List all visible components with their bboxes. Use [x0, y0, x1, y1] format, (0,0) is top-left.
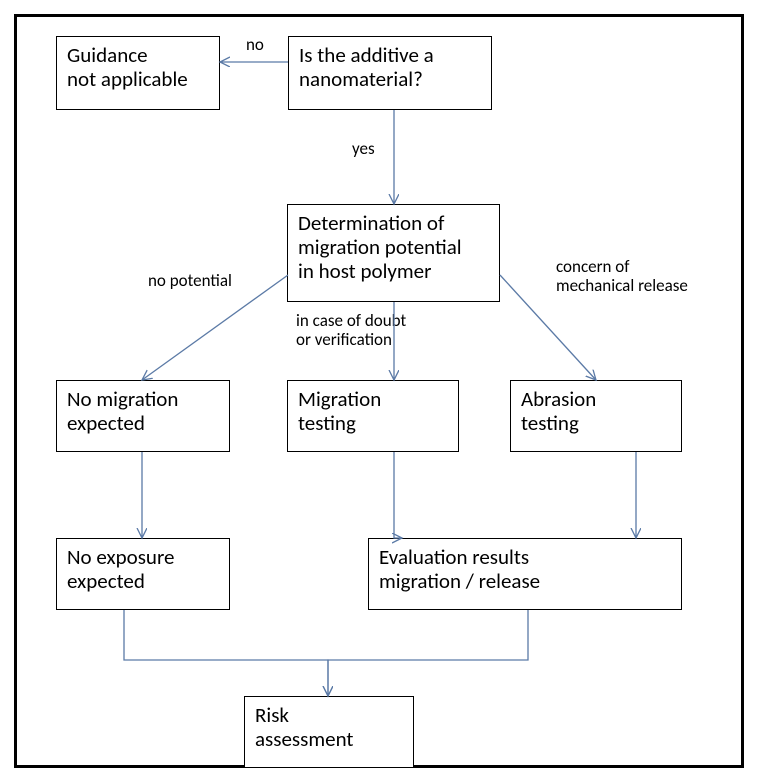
node-no-exposure-expected: No exposureexpected [56, 538, 230, 610]
node-evaluation-results: Evaluation resultsmigration / release [368, 538, 682, 610]
node-label: Guidancenot applicable [67, 43, 188, 91]
node-label: Abrasiontesting [521, 387, 596, 435]
edge-label-in-case-of-doubt: in case of doubtor verification [296, 312, 406, 349]
node-abrasion-testing: Abrasiontesting [510, 380, 682, 452]
edge-label-no: no [246, 36, 264, 55]
node-label: No migrationexpected [67, 387, 178, 435]
edge-label-concern-mechanical-release: concern ofmechanical release [556, 258, 688, 295]
node-no-migration-expected: No migrationexpected [56, 380, 230, 452]
node-guidance-not-applicable: Guidancenot applicable [56, 36, 220, 110]
node-label: Migrationtesting [298, 387, 381, 435]
node-risk-assessment: Riskassessment [244, 696, 414, 768]
node-determination-migration-potential: Determination ofmigration potentialin ho… [287, 204, 500, 302]
node-label: Riskassessment [255, 703, 353, 751]
flowchart-canvas: Guidancenot applicable Is the additive a… [0, 0, 759, 783]
node-label: Is the additive ananomaterial? [299, 43, 434, 91]
node-label: No exposureexpected [67, 545, 174, 593]
node-label: Determination ofmigration potentialin ho… [298, 211, 462, 283]
edge-label-no-potential: no potential [148, 272, 232, 291]
edge-label-yes: yes [352, 140, 375, 159]
node-migration-testing: Migrationtesting [287, 380, 459, 452]
node-label: Evaluation resultsmigration / release [379, 545, 540, 593]
node-is-additive-nanomaterial: Is the additive ananomaterial? [288, 36, 492, 110]
